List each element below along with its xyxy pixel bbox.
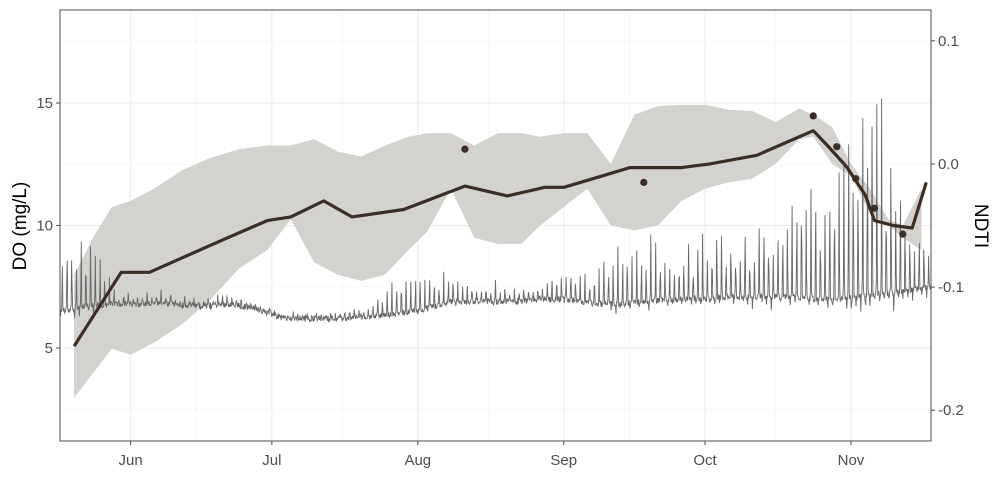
y-axis-ticks: 5 10 15	[36, 95, 60, 357]
ndti-point	[640, 178, 648, 186]
y-tick-label: 15	[36, 95, 53, 112]
y2-tick-label: -0.2	[938, 402, 964, 419]
do-line-layer	[59, 98, 931, 323]
x-tick-label: Oct	[693, 452, 717, 469]
do-series-line	[59, 98, 931, 323]
x-axis-ticks: Jun Jul Aug Sep Oct Nov	[119, 441, 865, 469]
y2-axis-ticks: 0.1 0.0 -0.1 -0.2	[931, 33, 964, 419]
y2-tick-label: 0.0	[938, 156, 959, 173]
x-tick-label: Sep	[550, 452, 577, 469]
ndti-points-layer	[461, 112, 907, 238]
x-tick-label: Aug	[404, 452, 431, 469]
ndti-confidence-ribbon	[74, 104, 922, 398]
y-tick-label: 5	[45, 340, 53, 357]
x-tick-label: Jun	[119, 452, 143, 469]
ndti-point	[899, 230, 907, 238]
ndti-point	[461, 145, 469, 153]
ndti-point	[852, 175, 860, 183]
y2-axis-title: NDTI	[970, 204, 991, 248]
y2-tick-label: -0.1	[938, 279, 964, 296]
ndti-point	[833, 143, 841, 151]
x-tick-label: Nov	[838, 452, 865, 469]
ndti-ribbon-layer	[74, 104, 922, 398]
y2-tick-label: 0.1	[938, 33, 959, 50]
y-axis-title: DO (mg/L)	[10, 182, 31, 271]
y-tick-label: 10	[36, 218, 53, 235]
ndti-point	[809, 112, 817, 120]
ndti-point	[870, 204, 879, 212]
gridlines	[60, 10, 931, 441]
x-tick-label: Jul	[262, 452, 281, 469]
